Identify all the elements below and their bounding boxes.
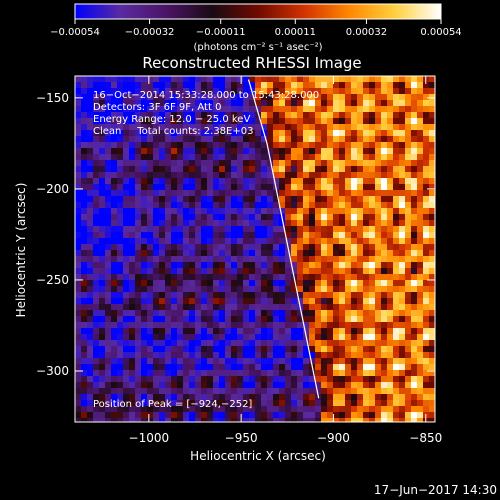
annotation-detectors: Detectors: 3F 6F 9F, Att 0 [93, 102, 221, 113]
colorbar-tick-label: 0.00032 [346, 27, 387, 38]
x-tick-label: −1000 [129, 431, 170, 445]
colorbar: −0.00054 −0.00032 −0.00011 0.00011 0.00032 0.… [50, 3, 462, 53]
x-tick-label: −900 [317, 431, 350, 445]
y-axis-ticks: −150 −200 −250 −300 [36, 91, 435, 378]
solar-limb-curve [247, 79, 320, 399]
colorbar-gradient [74, 3, 442, 20]
colorbar-tick-label: 0.00054 [420, 27, 461, 38]
colorbar-tick-label: −0.00011 [196, 27, 246, 38]
annotation-time-range: 16−Oct−2014 15:33:28.000 to 15:43:28.000 [93, 90, 319, 101]
annotation-clean-counts: Clean Total counts: 2.38E+03 [93, 126, 253, 137]
annotation-energy-range: Energy Range: 12.0 − 25.0 keV [93, 114, 250, 125]
y-tick-label: −200 [36, 182, 69, 196]
colorbar-tick-label: 0.00011 [275, 27, 316, 38]
colorbar-ticks: −0.00054 −0.00032 −0.00011 0.00011 0.00032 0.… [50, 19, 462, 38]
plot-frame [74, 75, 436, 423]
timestamp: 17−Jun−2017 14:30 [374, 483, 497, 497]
x-axis-label: Heliocentric X (arcsec) [190, 449, 326, 463]
x-tick-label: −950 [225, 431, 258, 445]
y-axis-label: Heliocentric Y (arcsec) [14, 183, 28, 318]
colorbar-tick-label: −0.00054 [50, 27, 100, 38]
chart-title: Reconstructed RHESSI Image [142, 54, 361, 72]
x-tick-label: −850 [409, 431, 442, 445]
annotation-block: 16−Oct−2014 15:33:28.000 to 15:43:28.000… [93, 90, 319, 410]
y-tick-label: −250 [36, 273, 69, 287]
y-tick-label: −150 [36, 91, 69, 105]
plot-area [75, 76, 435, 422]
y-tick-label: −300 [36, 364, 69, 378]
colorbar-tick-label: −0.00032 [125, 27, 175, 38]
colorbar-unit-label: (photons cm⁻² s⁻¹ asec⁻²) [193, 42, 322, 53]
annotation-peak-position: Position of Peak = [−924,−252] [93, 399, 252, 410]
x-axis-ticks: −1000 −950 −900 −850 [129, 76, 442, 445]
